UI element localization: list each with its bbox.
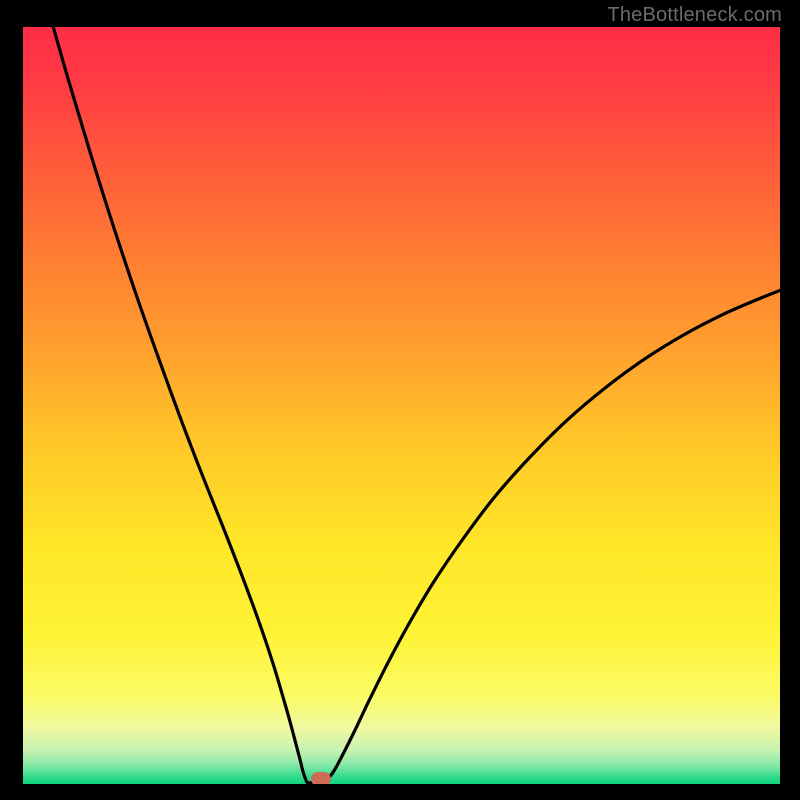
sweet-spot-marker — [311, 772, 331, 784]
watermark-text: TheBottleneck.com — [607, 4, 782, 27]
plot-gradient-background — [23, 27, 780, 784]
chart-frame — [23, 27, 780, 784]
